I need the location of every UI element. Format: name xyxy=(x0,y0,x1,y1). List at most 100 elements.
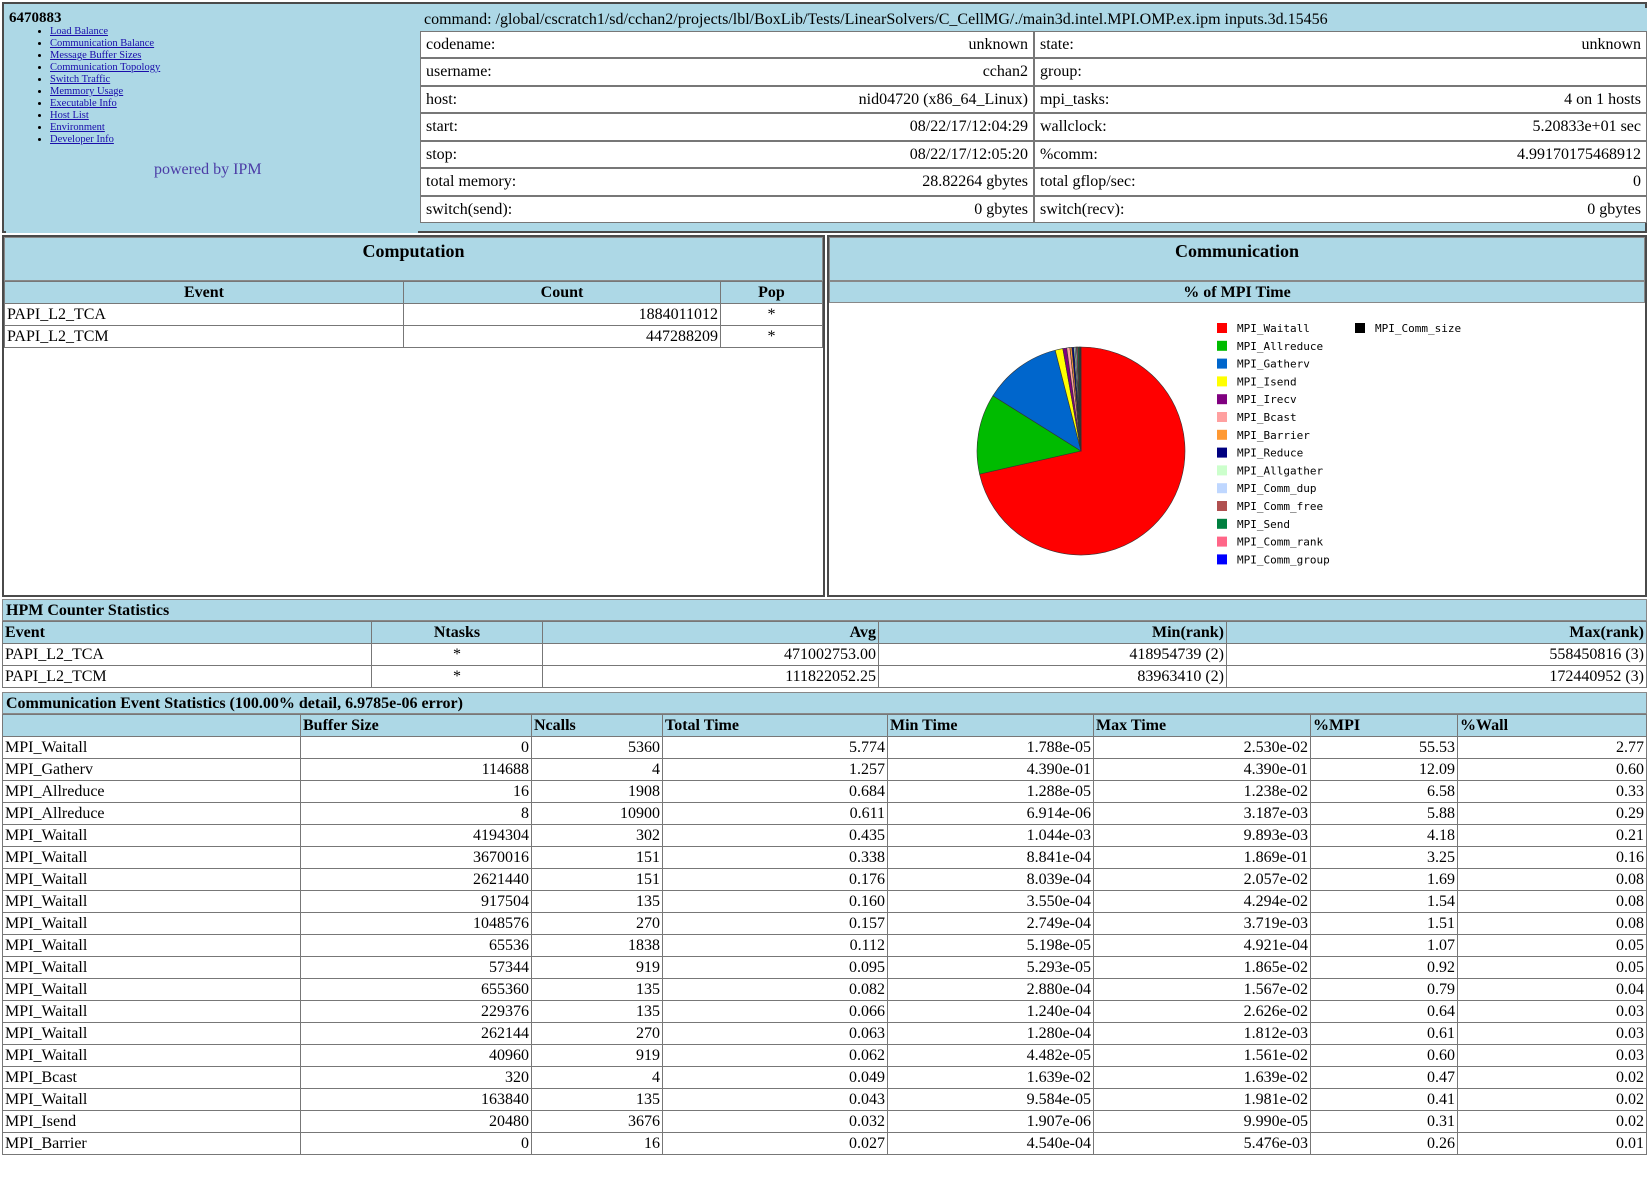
table-cell: 163840 xyxy=(300,1088,532,1111)
table-cell: 1.238e-02 xyxy=(1093,780,1311,803)
legend-swatch xyxy=(1217,412,1227,422)
table-cell: 1.561e-02 xyxy=(1093,1044,1311,1067)
table-cell: 172440952 (3) xyxy=(1226,665,1647,688)
table-cell: MPI_Allreduce xyxy=(2,780,301,803)
nav-link-executable-info[interactable]: Executable Info xyxy=(50,98,117,109)
table-row: MPI_Waitall 262144 270 0.063 1.280e-04 1.812e… xyxy=(2,1022,1647,1045)
table-cell: 1884011012 xyxy=(403,303,721,326)
table-cell: 1.51 xyxy=(1310,912,1458,935)
column-header: Pop xyxy=(720,281,823,304)
nav-item: Host List xyxy=(50,110,160,122)
column-header xyxy=(2,714,301,737)
table-cell: MPI_Barrier xyxy=(2,1132,301,1155)
table-cell: 0.049 xyxy=(662,1066,888,1089)
nav-link-environment[interactable]: Environment xyxy=(50,122,105,133)
table-cell: 0.02 xyxy=(1457,1110,1647,1133)
column-header: Max Time xyxy=(1093,714,1311,737)
nav-item: Load Balance xyxy=(50,26,160,38)
hpm-title: HPM Counter Statistics xyxy=(2,599,1647,621)
table-cell: 1.288e-05 xyxy=(887,780,1094,803)
legend-swatch xyxy=(1217,483,1227,494)
job-id: 6470883 xyxy=(9,10,62,26)
table-cell: 6.58 xyxy=(1310,780,1458,803)
table-cell: 2.77 xyxy=(1457,736,1647,759)
column-header: Event xyxy=(2,621,372,644)
table-cell: 917504 xyxy=(300,890,532,913)
table-cell: 320 xyxy=(300,1066,532,1089)
table-cell: 1.257 xyxy=(662,758,888,781)
table-cell: 2.530e-02 xyxy=(1093,736,1311,759)
table-cell: 1838 xyxy=(531,934,663,957)
legend-label: MPI_Gatherv xyxy=(1237,358,1310,371)
table-row: PAPI_L2_TCA * 471002753.00 418954739 (2)… xyxy=(2,643,1647,666)
legend-swatch xyxy=(1217,429,1227,440)
chart-subtitle: % of MPI Time xyxy=(829,281,1645,303)
table-cell: 0.04 xyxy=(1457,978,1647,1001)
job-toc: 6470883 Load Balance Communication Balan… xyxy=(6,6,418,233)
nav-link-switch-traffic[interactable]: Switch Traffic xyxy=(50,74,111,85)
table-cell: 0.79 xyxy=(1310,978,1458,1001)
table-cell: 0.435 xyxy=(662,824,888,847)
nav-link-message-buffer-sizes[interactable]: Message Buffer Sizes xyxy=(50,50,142,61)
nav-link-host-list[interactable]: Host List xyxy=(50,110,89,121)
table-cell: 0.03 xyxy=(1457,1022,1647,1045)
table-row: PAPI_L2_TCM 447288209 * xyxy=(4,325,823,348)
table-cell: 262144 xyxy=(300,1022,532,1045)
table-cell: 2.057e-02 xyxy=(1093,868,1311,891)
legend-swatch xyxy=(1355,323,1365,333)
legend-swatch xyxy=(1217,447,1227,458)
codename-label: codename: xyxy=(426,36,496,53)
table-cell: MPI_Waitall xyxy=(2,736,301,759)
communication-panel: Communication % of MPI Time MPI_Waitall M… xyxy=(827,235,1647,597)
nav-item: Message Buffer Sizes xyxy=(50,50,160,62)
switch-recv-label: switch(recv): xyxy=(1040,201,1125,218)
table-cell: 4194304 xyxy=(300,824,532,847)
total-memory-value: 28.82264 gbytes xyxy=(922,173,1028,190)
nav-link-communication-topology[interactable]: Communication Topology xyxy=(50,62,161,73)
table-cell: 1.07 xyxy=(1310,934,1458,957)
table-row: MPI_Waitall 163840 135 0.043 9.584e-05 1.981e… xyxy=(2,1088,1647,1111)
table-header-row: Event Ntasks Avg Min(rank) Max(rank) xyxy=(2,621,1647,644)
table-cell: 0.157 xyxy=(662,912,888,935)
stop-cell: stop: 08/22/17/12:05:20 xyxy=(420,141,1034,168)
table-cell: 12.09 xyxy=(1310,758,1458,781)
nav-link-load-balance[interactable]: Load Balance xyxy=(50,26,109,37)
comm-stats-body: MPI_Waitall 0 5360 5.774 1.788e-05 2.530e-02 5… xyxy=(2,736,1647,1155)
command-line: command: /global/cscratch1/sd/cchan2/pro… xyxy=(420,8,1647,31)
table-cell: 4.18 xyxy=(1310,824,1458,847)
table-cell: 5360 xyxy=(531,736,663,759)
table-header-row: Buffer Size Ncalls Total Time Min Time M… xyxy=(2,714,1647,737)
job-summary-panel: 6470883 Load Balance Communication Balan… xyxy=(2,2,1647,233)
table-cell: 0.08 xyxy=(1457,890,1647,913)
table-cell: MPI_Allreduce xyxy=(2,802,301,825)
table-cell: 0.027 xyxy=(662,1132,888,1155)
table-cell: 4 xyxy=(531,1066,663,1089)
table-cell: 1.981e-02 xyxy=(1093,1088,1311,1111)
legend-label: MPI_Barrier xyxy=(1237,429,1310,442)
table-cell: 0.01 xyxy=(1457,1132,1647,1155)
table-row: MPI_Waitall 917504 135 0.160 3.550e-04 4.294e… xyxy=(2,890,1647,913)
legend-swatch xyxy=(1217,394,1227,405)
legend-label: MPI_Allgather xyxy=(1237,464,1323,477)
table-cell: 0.41 xyxy=(1310,1088,1458,1111)
wallclock-value: 5.20833e+01 sec xyxy=(1532,118,1641,135)
column-header: Ntasks xyxy=(371,621,543,644)
switch-recv-cell: switch(recv): 0 gbytes xyxy=(1034,196,1647,223)
table-row: MPI_Waitall 57344 919 0.095 5.293e-05 1.865e-… xyxy=(2,956,1647,979)
table-cell: 1.869e-01 xyxy=(1093,846,1311,869)
nav-link-developer-info[interactable]: Developer Info xyxy=(50,134,114,145)
nav-list: Load Balance Communication Balance Messa… xyxy=(30,26,160,146)
group-label: group: xyxy=(1040,63,1082,80)
table-cell: 6.914e-06 xyxy=(887,802,1094,825)
gflop-label: total gflop/sec: xyxy=(1040,173,1136,190)
nav-link-memory-usage[interactable]: Memmory Usage xyxy=(50,86,124,97)
table-cell: PAPI_L2_TCM xyxy=(2,665,372,688)
table-cell: 0.062 xyxy=(662,1044,888,1067)
column-header: Max(rank) xyxy=(1226,621,1647,644)
computation-panel: Computation Event Count Pop PAPI_L2_TCA … xyxy=(2,235,825,597)
table-cell: 55.53 xyxy=(1310,736,1458,759)
nav-link-communication-balance[interactable]: Communication Balance xyxy=(50,38,155,49)
table-cell: 0.92 xyxy=(1310,956,1458,979)
column-header: Count xyxy=(403,281,721,304)
gflop-value: 0 xyxy=(1633,173,1641,190)
